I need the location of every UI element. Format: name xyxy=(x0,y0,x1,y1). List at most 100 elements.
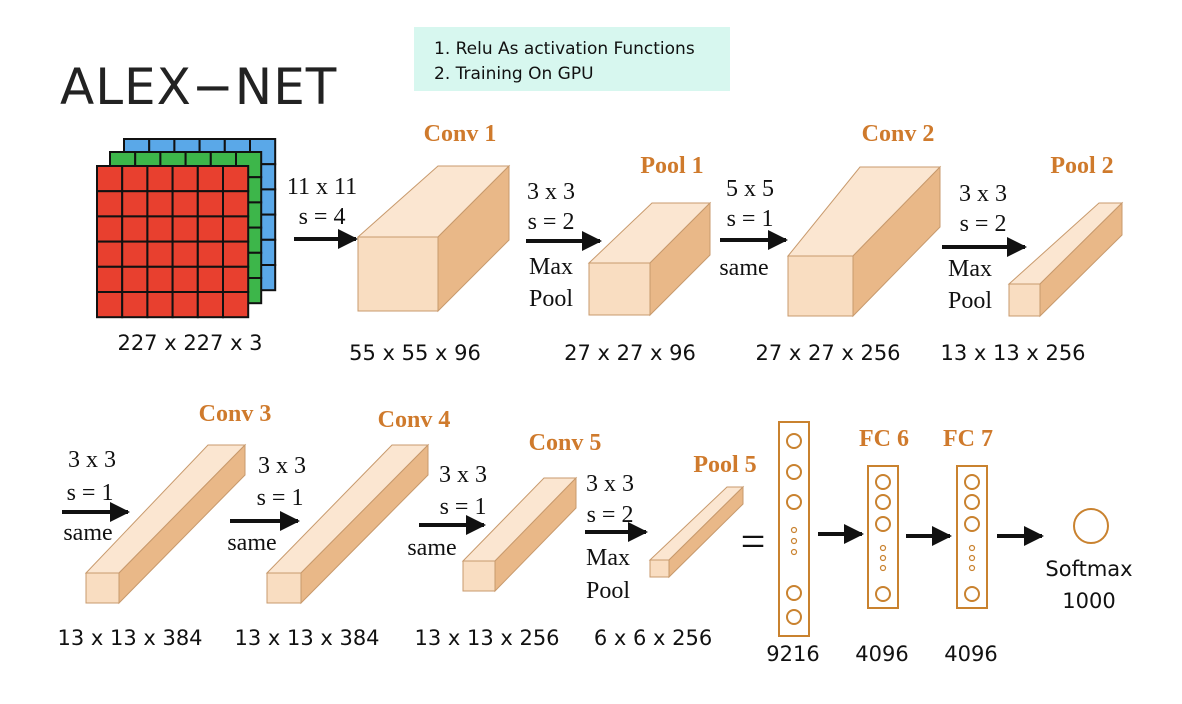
fc-size: 4096 xyxy=(944,642,997,666)
ellipsis-dot xyxy=(790,526,798,534)
fc7: FC 7 4096 xyxy=(943,426,998,666)
grid-cell xyxy=(96,215,124,243)
op-conv4: 3 x 3 s = 1 same xyxy=(227,453,306,556)
grid-cell xyxy=(222,190,250,218)
op-conv1: 11 x 11 s = 4 xyxy=(287,174,358,249)
neuron xyxy=(786,585,802,601)
fc-size: 9216 xyxy=(766,642,819,666)
grid-cell xyxy=(196,265,225,293)
grid-cell xyxy=(121,265,149,293)
input-image xyxy=(96,138,277,319)
neuron xyxy=(786,494,802,510)
box-front xyxy=(787,255,854,317)
grid-cell xyxy=(196,190,225,218)
fc-flatten: 9216 xyxy=(766,421,820,666)
op-conv3: 3 x 3 s = 1 same xyxy=(62,447,130,546)
op-extra: same xyxy=(63,520,112,546)
op-extra: same xyxy=(227,530,276,556)
grid-cell xyxy=(121,240,149,268)
grid-cell xyxy=(96,291,124,319)
op-extra: Max xyxy=(586,545,630,571)
grid-cell xyxy=(222,165,250,193)
layer-label: FC 7 xyxy=(943,426,993,452)
grid-cell xyxy=(222,215,250,243)
op-pool1: 3 x 3 s = 2 Max Pool xyxy=(526,179,602,312)
layer-label: Conv 4 xyxy=(378,407,451,433)
layer-label: Conv 1 xyxy=(424,121,497,147)
output-node xyxy=(1073,508,1109,544)
grid-cell xyxy=(96,240,124,268)
op-kernel: 3 x 3 xyxy=(527,179,575,205)
op-pool2: 3 x 3 s = 2 Max Pool xyxy=(942,181,1027,314)
neuron xyxy=(875,586,891,602)
layer-label: Pool 2 xyxy=(1050,153,1113,179)
grid-cell xyxy=(121,190,149,218)
layer-label: Conv 2 xyxy=(862,121,935,147)
neuron xyxy=(964,474,980,490)
output-size: 1000 xyxy=(1062,589,1115,613)
layer-conv5: Conv 5 13 x 13 x 256 xyxy=(414,430,601,650)
layer-dims: 13 x 13 x 384 xyxy=(57,626,202,650)
box-front xyxy=(357,236,439,312)
equals-sign: = xyxy=(741,517,766,566)
grid-cell xyxy=(146,190,174,218)
grid-cell xyxy=(121,291,149,319)
input-dims: 227 x 227 x 3 xyxy=(117,331,262,355)
layer-conv2: Conv 2 27 x 27 x 256 xyxy=(755,121,942,365)
neuron xyxy=(875,516,891,532)
ellipsis-dot xyxy=(879,544,887,552)
layer-label: Pool 5 xyxy=(693,452,756,478)
op-stride: s = 2 xyxy=(960,211,1007,237)
layer-dims: 13 x 13 x 384 xyxy=(234,626,379,650)
grid-cell xyxy=(196,215,225,243)
ellipsis-dot xyxy=(968,554,976,562)
grid-cell xyxy=(121,165,149,193)
grid-cell xyxy=(146,215,174,243)
layer-conv4: Conv 4 13 x 13 x 384 xyxy=(234,407,450,650)
grid-cell xyxy=(121,215,149,243)
grid-cell xyxy=(222,291,250,319)
grid-cell xyxy=(146,165,174,193)
op-stride: s = 2 xyxy=(587,502,634,528)
op-extra: Pool xyxy=(586,578,630,604)
grid-cell xyxy=(171,165,199,193)
op-extra: Max xyxy=(948,256,992,282)
input-channel-red xyxy=(96,165,250,319)
output-label: Softmax xyxy=(1045,557,1132,581)
op-kernel: 3 x 3 xyxy=(258,453,306,479)
op-stride: s = 1 xyxy=(727,206,774,232)
op-conv2: 5 x 5 s = 1 same xyxy=(719,176,788,281)
layer-dims: 27 x 27 x 256 xyxy=(755,341,900,365)
fc6: FC 6 4096 xyxy=(855,426,909,666)
layer-dims: 55 x 55 x 96 xyxy=(349,341,481,365)
neuron xyxy=(875,494,891,510)
ellipsis-dot xyxy=(879,564,887,572)
grid-cell xyxy=(196,240,225,268)
box-front xyxy=(649,559,670,578)
op-kernel: 5 x 5 xyxy=(726,176,774,202)
op-stride: s = 2 xyxy=(528,209,575,235)
op-stride: s = 1 xyxy=(67,480,114,506)
op-extra: same xyxy=(407,535,456,561)
box-front xyxy=(85,572,120,604)
layer-conv1: Conv 1 55 x 55 x 96 xyxy=(349,121,511,365)
op-kernel: 3 x 3 xyxy=(439,462,487,488)
neuron xyxy=(964,586,980,602)
box-front xyxy=(588,262,651,316)
note-line: 2. Training On GPU xyxy=(434,64,594,84)
neuron xyxy=(964,516,980,532)
grid-cell xyxy=(96,265,124,293)
page-title: ALEX−NET xyxy=(60,58,338,116)
ellipsis-dot xyxy=(968,564,976,572)
layer-dims: 6 x 6 x 256 xyxy=(594,626,712,650)
layer-pool5: Pool 5 6 x 6 x 256 xyxy=(594,452,757,650)
layer-label: Conv 5 xyxy=(529,430,602,456)
ellipsis-dot xyxy=(790,548,798,556)
op-stride: s = 4 xyxy=(299,204,346,230)
layer-dims: 27 x 27 x 96 xyxy=(564,341,696,365)
op-extra: Pool xyxy=(529,286,573,312)
neuron xyxy=(964,494,980,510)
layer-label: Pool 1 xyxy=(640,153,703,179)
layer-label: Conv 3 xyxy=(199,401,272,427)
